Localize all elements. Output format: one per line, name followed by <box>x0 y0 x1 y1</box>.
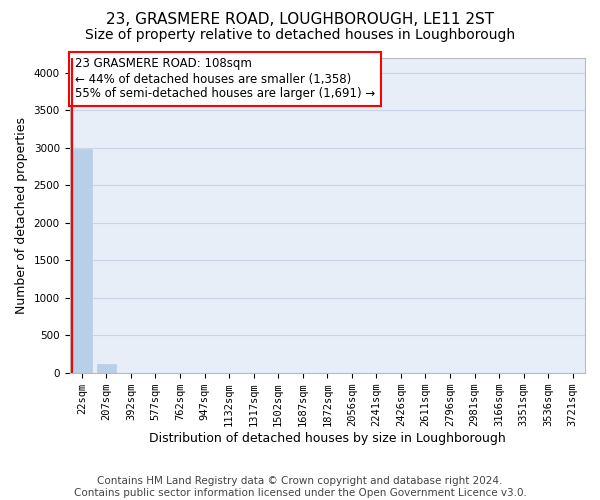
Text: Contains HM Land Registry data © Crown copyright and database right 2024.
Contai: Contains HM Land Registry data © Crown c… <box>74 476 526 498</box>
Text: Size of property relative to detached houses in Loughborough: Size of property relative to detached ho… <box>85 28 515 42</box>
X-axis label: Distribution of detached houses by size in Loughborough: Distribution of detached houses by size … <box>149 432 506 445</box>
Text: 23, GRASMERE ROAD, LOUGHBOROUGH, LE11 2ST: 23, GRASMERE ROAD, LOUGHBOROUGH, LE11 2S… <box>106 12 494 28</box>
Bar <box>97 364 116 373</box>
Bar <box>72 149 92 373</box>
Text: 23 GRASMERE ROAD: 108sqm
← 44% of detached houses are smaller (1,358)
55% of sem: 23 GRASMERE ROAD: 108sqm ← 44% of detach… <box>74 58 375 100</box>
Y-axis label: Number of detached properties: Number of detached properties <box>15 116 28 314</box>
